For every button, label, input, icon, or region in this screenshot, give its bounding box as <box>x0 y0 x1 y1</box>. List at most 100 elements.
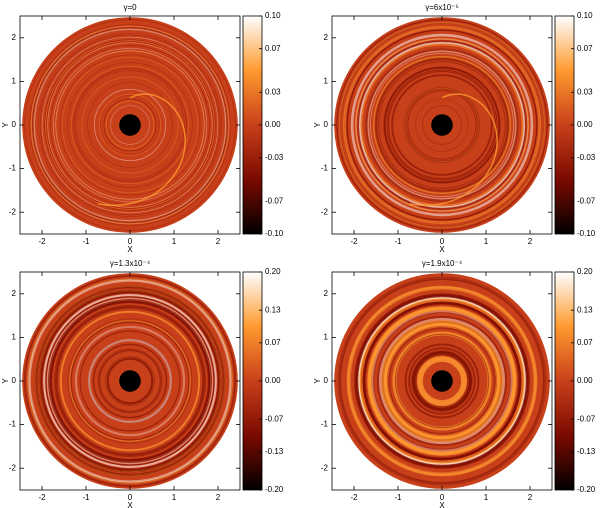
ring <box>339 278 545 484</box>
ring <box>342 25 542 225</box>
ring <box>391 74 493 176</box>
colorbar-tick-label: 0.00 <box>577 376 593 385</box>
y-tick-label: -2 <box>321 207 329 216</box>
colorbar-tick-label: 0.20 <box>577 267 593 276</box>
ring <box>55 306 205 456</box>
ring <box>337 276 547 486</box>
panel: γ=0 X Y -2 -1 0 1 2 -2 -1 0 1 2 0.10 0.07 0.03 0.00 -0.03… <box>1 3 284 254</box>
ring <box>43 294 217 468</box>
colorbar-tick-label: -0.10 <box>577 229 596 238</box>
x-tick-label: -1 <box>394 237 402 246</box>
x-tick-label: -2 <box>38 493 46 502</box>
colorbar-tick-label: 0.00 <box>577 120 593 129</box>
ring <box>74 325 186 437</box>
colorbar-tick-label: 0.07 <box>577 44 593 53</box>
x-tick-label: 1 <box>172 237 177 246</box>
colorbar-tick-label: -0.07 <box>265 196 284 205</box>
ring <box>33 28 227 222</box>
ring <box>350 33 534 217</box>
ring <box>364 303 520 459</box>
ring <box>355 294 529 468</box>
ring <box>387 326 497 436</box>
ring <box>48 299 212 463</box>
ring <box>372 55 512 195</box>
ring <box>376 315 508 447</box>
ring <box>29 24 231 226</box>
colorbar-tick-label: -0.13 <box>577 447 596 456</box>
ring <box>44 39 216 211</box>
y-tick-label: 2 <box>12 33 17 42</box>
y-tick-label: -2 <box>9 463 17 472</box>
y-axis-label: Y <box>1 122 10 128</box>
ring <box>373 56 511 194</box>
ring <box>366 49 518 201</box>
ring <box>392 331 492 431</box>
inner-hole <box>431 114 453 136</box>
colorbar-tick-label: 0.07 <box>265 338 281 347</box>
ring <box>97 348 163 414</box>
ring <box>92 343 168 419</box>
x-tick-label: -2 <box>350 237 358 246</box>
y-tick-label: -1 <box>321 420 329 429</box>
ring <box>39 290 221 472</box>
ring <box>88 339 172 423</box>
x-tick-label: -2 <box>38 237 46 246</box>
x-tick-label: -1 <box>82 237 90 246</box>
ring <box>404 87 480 163</box>
ring <box>347 286 537 476</box>
ring <box>28 279 232 483</box>
ring <box>49 44 211 206</box>
x-tick-label: 2 <box>528 493 533 502</box>
ring <box>31 26 229 224</box>
colorbar-tick-label: 0.07 <box>265 44 281 53</box>
ring <box>59 310 201 452</box>
y-tick-label: -2 <box>321 463 329 472</box>
ring <box>99 350 161 412</box>
ring <box>100 95 160 155</box>
ring <box>357 296 527 466</box>
x-axis-label: X <box>127 501 133 508</box>
ring <box>103 98 157 152</box>
ring <box>45 296 215 466</box>
y-tick-label: -1 <box>9 420 17 429</box>
y-tick-label: -2 <box>9 207 17 216</box>
ring <box>110 105 150 145</box>
ring <box>106 357 154 405</box>
y-tick-label: -1 <box>9 164 17 173</box>
ring <box>375 58 509 192</box>
colorbar-tick-label: 0.20 <box>265 267 281 276</box>
colorbar-tick-label: -0.03 <box>577 153 596 162</box>
ring <box>415 98 469 152</box>
y-tick-label: 1 <box>324 333 329 342</box>
ring <box>411 350 473 412</box>
colorbar-tick-label: -0.07 <box>265 414 284 423</box>
ring <box>354 293 530 469</box>
ring <box>70 65 190 185</box>
ring <box>391 74 493 176</box>
x-tick-label: 2 <box>528 237 533 246</box>
ring <box>81 76 179 174</box>
y-axis-label: Y <box>1 378 10 384</box>
ring <box>354 37 530 213</box>
y-tick-label: -1 <box>321 164 329 173</box>
ring <box>371 310 513 452</box>
ring <box>344 27 540 223</box>
ring <box>346 29 538 221</box>
ring <box>408 347 476 415</box>
ring <box>381 320 503 442</box>
panel-title: γ=1.9x10⁻⁴ <box>422 259 463 268</box>
panel: γ=1.3x10⁻⁴ X Y -2 -1 0 1 2 -2 -1 0 1 2 0.20 0.13 0.07 0.… <box>1 259 284 508</box>
ring <box>383 322 501 440</box>
colorbar-tick-label: 0.10 <box>265 11 281 20</box>
ring <box>373 56 511 194</box>
colorbar-tick-label: 0.13 <box>265 305 281 314</box>
ring <box>386 69 498 181</box>
y-tick-label: 0 <box>324 120 329 129</box>
ring <box>367 50 517 200</box>
x-tick-label: -1 <box>394 493 402 502</box>
x-tick-label: 0 <box>440 237 445 246</box>
ring <box>105 100 155 150</box>
ring <box>45 40 215 210</box>
ring <box>67 62 193 188</box>
